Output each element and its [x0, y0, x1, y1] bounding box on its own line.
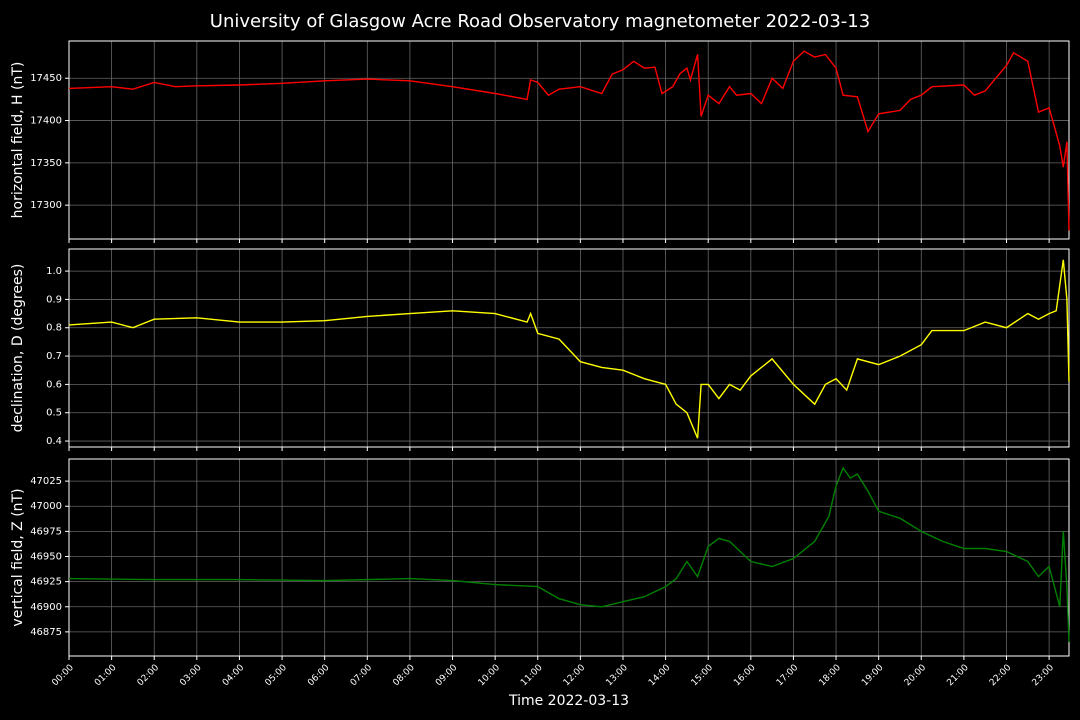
plot-frame [68, 40, 1070, 240]
x-tick-label: 03:00 [178, 663, 204, 689]
y-axis-label: horizontal field, H (nT) [10, 62, 26, 219]
y-tick-label: 46900 [30, 602, 62, 613]
x-tick-label: 05:00 [264, 663, 290, 689]
y-tick-label: 17300 [30, 200, 62, 211]
x-tick-label: 18:00 [818, 663, 844, 689]
x-tick-label: 16:00 [732, 663, 758, 689]
y-tick-label: 0.5 [46, 408, 62, 419]
data-line [68, 50, 1070, 231]
y-tick-label: 17450 [30, 73, 62, 84]
y-tick-label: 46975 [30, 526, 62, 537]
x-tick-label: 15:00 [690, 663, 716, 689]
x-tick-label: 23:00 [1031, 663, 1057, 689]
y-tick-label: 47025 [30, 476, 62, 487]
y-tick-label: 17350 [30, 158, 62, 169]
x-axis-label: Time 2022-03-13 [508, 693, 629, 709]
x-tick-label: 21:00 [945, 663, 971, 689]
x-tick-label: 07:00 [349, 663, 375, 689]
y-tick-label: 46950 [30, 551, 62, 562]
x-tick-label: 19:00 [860, 663, 886, 689]
y-tick-label: 0.8 [46, 323, 62, 334]
x-tick-label: 17:00 [775, 663, 801, 689]
y-axis-label: vertical field, Z (nT) [10, 488, 26, 626]
x-tick-label: 08:00 [391, 663, 417, 689]
x-tick-label: 01:00 [93, 663, 119, 689]
x-tick-label: 00:00 [50, 663, 76, 689]
x-tick-label: 20:00 [903, 663, 929, 689]
plot-frame [68, 458, 1070, 657]
y-tick-label: 46875 [30, 627, 62, 638]
y-tick-label: 46925 [30, 577, 62, 588]
y-axis-label: declination, D (degrees) [10, 264, 26, 433]
x-tick-label: 22:00 [988, 663, 1014, 689]
chart-title: University of Glasgow Acre Road Observat… [210, 11, 870, 32]
x-tick-label: 09:00 [434, 663, 460, 689]
x-tick-label: 11:00 [519, 663, 545, 689]
y-tick-label: 0.9 [46, 294, 62, 305]
plot-frame [68, 248, 1070, 448]
x-tick-label: 14:00 [647, 663, 673, 689]
data-line [68, 466, 1070, 642]
y-tick-label: 0.6 [46, 379, 62, 390]
x-tick-label: 13:00 [604, 663, 630, 689]
x-tick-label: 02:00 [136, 663, 162, 689]
y-tick-label: 47000 [30, 501, 62, 512]
data-line [68, 259, 1070, 439]
x-tick-label: 04:00 [221, 663, 247, 689]
y-tick-label: 0.4 [46, 436, 62, 447]
x-tick-label: 12:00 [562, 663, 588, 689]
x-tick-label: 10:00 [477, 663, 503, 689]
y-tick-label: 17400 [30, 116, 62, 127]
x-tick-label: 06:00 [306, 663, 332, 689]
y-tick-label: 1.0 [46, 266, 62, 277]
y-tick-label: 0.7 [46, 351, 62, 362]
